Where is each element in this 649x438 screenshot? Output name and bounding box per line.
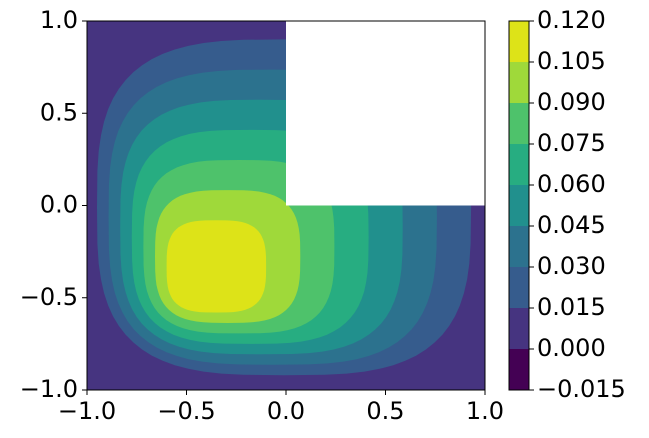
- colorbar-band: [509, 349, 529, 390]
- colorbar-tick-label: 0.000: [537, 334, 606, 362]
- x-tick-label: −1.0: [58, 397, 116, 425]
- colorbar-tick-label: 0.045: [537, 211, 606, 239]
- contour-band: [166, 220, 267, 313]
- colorbar-frame: [508, 20, 530, 391]
- y-tick-label: 1.0: [40, 6, 78, 34]
- y-tick-label: −1.0: [20, 375, 78, 403]
- contour-field: [87, 21, 485, 390]
- colorbar-band: [509, 308, 529, 349]
- colorbar-tick-label: 0.090: [537, 88, 606, 116]
- y-tick-label: 0.5: [40, 98, 78, 126]
- x-tick-label: 0.0: [267, 397, 305, 425]
- x-tick-label: −0.5: [157, 397, 215, 425]
- colorbar-band: [509, 267, 529, 308]
- colorbar-tick-label: 0.105: [537, 47, 606, 75]
- y-tick-label: −0.5: [20, 283, 78, 311]
- colorbar-tick-label: 0.015: [537, 293, 606, 321]
- colorbar-tick-label: 0.030: [537, 252, 606, 280]
- colorbar-tick-label: 0.120: [537, 6, 606, 34]
- x-tick-label: 0.5: [366, 397, 404, 425]
- colorbar-tick-label: 0.060: [537, 170, 606, 198]
- colorbar-tick-label: 0.075: [537, 129, 606, 157]
- colorbar-band: [509, 144, 529, 185]
- x-tick-label: 1.0: [466, 397, 504, 425]
- colorbar-tick-label: −0.015: [537, 375, 626, 403]
- colorbar-band: [509, 62, 529, 103]
- colorbar-band: [509, 21, 529, 62]
- colorbar-band: [509, 185, 529, 226]
- colorbar-band: [509, 226, 529, 267]
- y-tick-label: 0.0: [40, 191, 78, 219]
- colorbar-band: [509, 103, 529, 144]
